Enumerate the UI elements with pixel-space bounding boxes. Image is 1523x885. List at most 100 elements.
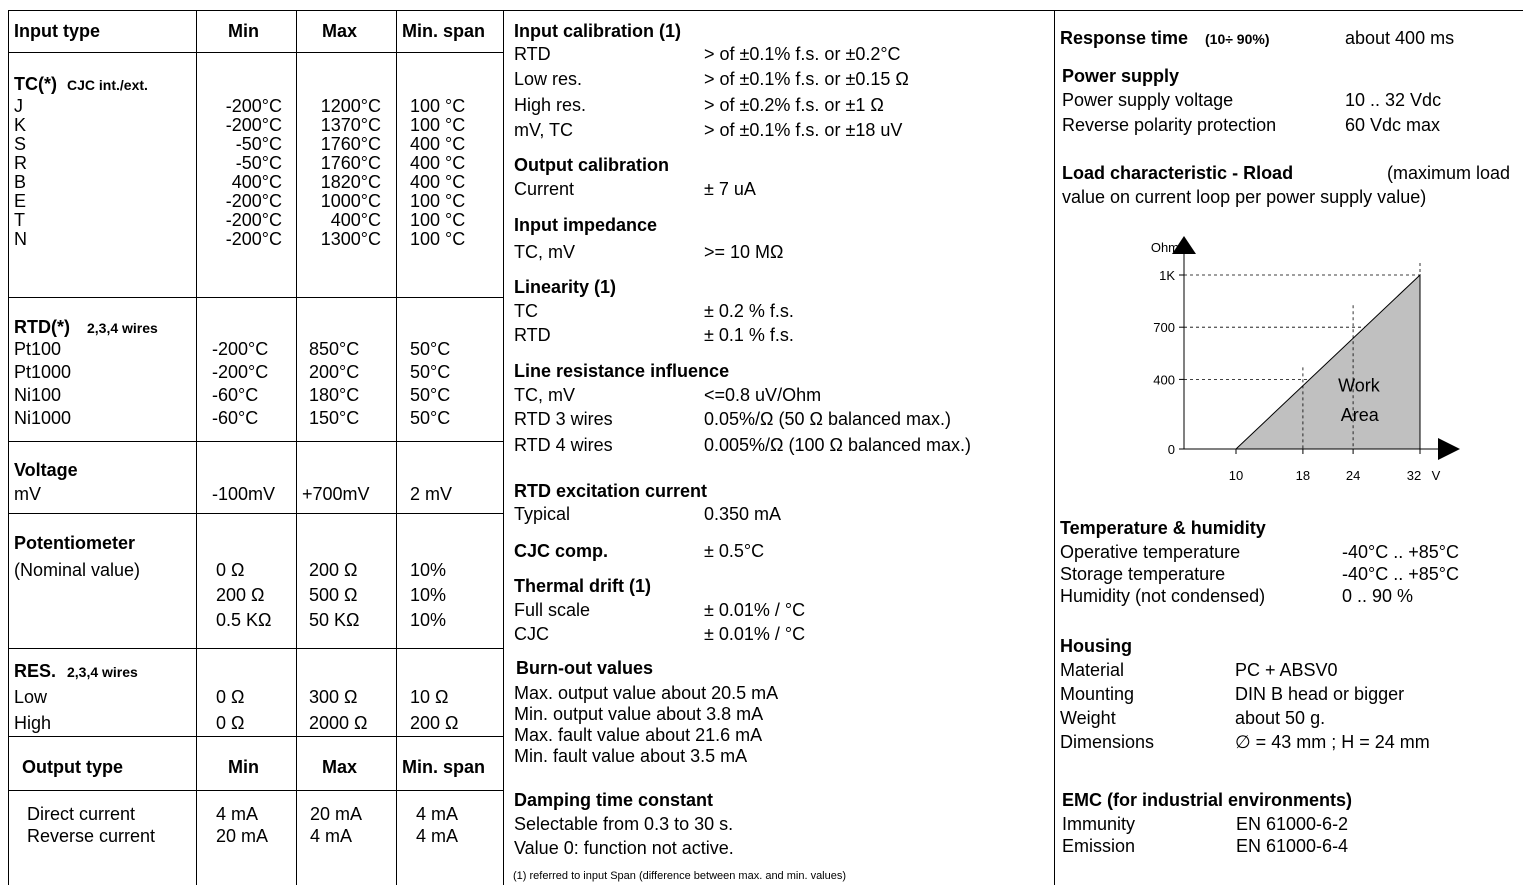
cjc-label: CJC comp.: [514, 541, 609, 561]
tc-note: CJC int./ext.: [67, 77, 148, 93]
spec-label: TC, mV: [514, 385, 575, 405]
burnout-line: Min. output value about 3.8 mA: [514, 704, 764, 724]
row-divider: [8, 513, 504, 514]
pot-title: Potentiometer: [14, 533, 136, 553]
tc-max: 1820°C: [320, 172, 381, 192]
x-axis-label: V: [1432, 468, 1441, 483]
housing-label: Weight: [1060, 708, 1116, 728]
rtd-note: 2,3,4 wires: [87, 320, 158, 336]
rtd-span: 50°C: [410, 339, 451, 359]
rtd-max: 200°C: [309, 362, 360, 382]
spec-label: RTD: [514, 44, 551, 64]
tc-type: R: [14, 153, 27, 173]
top-border: [8, 10, 1523, 11]
rtd-type: Pt1000: [14, 362, 72, 382]
tc-min: 400°C: [231, 172, 282, 192]
res-type: High: [14, 713, 52, 733]
rtd-min: -200°C: [212, 362, 269, 382]
tc-min: -50°C: [235, 153, 282, 173]
voltage-type: mV: [14, 484, 41, 504]
cjc-value: ± 0.5°C: [704, 541, 765, 561]
spec-value: ± 0.01% / °C: [704, 600, 806, 620]
rtd-span: 50°C: [410, 362, 451, 382]
rtd-type: Pt100: [14, 339, 62, 359]
housing-title: Housing: [1060, 636, 1132, 656]
housing-label: Material: [1060, 660, 1125, 680]
housing-value: PC + ABSV0: [1235, 660, 1338, 680]
pot-span: 10%: [410, 585, 447, 605]
temp-label: Storage temperature: [1060, 564, 1226, 584]
response-note: (10÷ 90%): [1205, 31, 1270, 47]
footnote: (1) referred to input Span (difference b…: [513, 870, 847, 882]
work-area: [1234, 273, 1421, 450]
spec-value: ± 0.01% / °C: [704, 624, 806, 644]
load-title: Load characteristic - Rload: [1062, 163, 1294, 183]
rtd-type: Ni100: [14, 385, 62, 405]
spec-value: > of ±0.1% f.s. or ±0.2°C: [704, 44, 901, 64]
spec-value: >= 10 MΩ: [704, 242, 784, 262]
table-divider: [296, 10, 297, 885]
tc-min: -200°C: [225, 115, 282, 135]
x-tick-label: 18: [1296, 468, 1310, 483]
tc-type: K: [14, 115, 27, 135]
spec-label: CJC: [514, 624, 549, 644]
spec-label: TC, mV: [514, 242, 575, 262]
emc-label: Emission: [1062, 836, 1136, 856]
tc-type: B: [14, 172, 27, 192]
rtd-type: Ni1000: [14, 408, 72, 428]
section-title: Burn-out values: [516, 658, 654, 678]
housing-value: DIN B head or bigger: [1235, 684, 1405, 704]
row-divider: [8, 297, 504, 298]
pot-min: 0 Ω: [216, 560, 245, 580]
res-min: 0 Ω: [216, 687, 245, 707]
spec-label: TC: [514, 301, 538, 321]
tc-title: TC(*): [14, 74, 57, 94]
emc-title: EMC (for industrial environments): [1062, 790, 1353, 810]
table-divider: [396, 10, 397, 885]
res-max: 300 Ω: [309, 687, 358, 707]
tc-max: 400°C: [330, 210, 381, 230]
rtd-max: 150°C: [309, 408, 360, 428]
damping-line: Selectable from 0.3 to 30 s.: [514, 814, 734, 834]
tc-type: T: [14, 210, 25, 230]
tc-span: 100 °C: [410, 115, 466, 135]
power-label: Reverse polarity protection: [1062, 115, 1277, 135]
column-divider: [1054, 10, 1055, 885]
row-divider: [8, 790, 504, 791]
header-min: Min: [228, 21, 259, 41]
res-type: Low: [14, 687, 48, 707]
tc-max: 1760°C: [320, 153, 381, 173]
res-note: 2,3,4 wires: [67, 664, 138, 680]
section-title: Input impedance: [514, 215, 658, 235]
output-header-max: Max: [322, 757, 358, 777]
tc-type: J: [14, 96, 23, 116]
tc-max: 1200°C: [320, 96, 381, 116]
housing-label: Mounting: [1060, 684, 1135, 704]
pot-label: (Nominal value): [14, 560, 141, 580]
tc-type: E: [14, 191, 27, 211]
output-header-type: Output type: [22, 757, 123, 777]
housing-value: about 50 g.: [1235, 708, 1326, 728]
response-title: Response time: [1060, 28, 1189, 48]
res-min: 0 Ω: [216, 713, 245, 733]
res-max: 2000 Ω: [309, 713, 368, 733]
tc-type: S: [14, 134, 27, 154]
damping-line: Value 0: function not active.: [514, 838, 734, 858]
temp-label: Operative temperature: [1060, 542, 1241, 562]
tc-min: -200°C: [225, 229, 282, 249]
table-left-border: [8, 10, 9, 885]
spec-value: ± 0.1 % f.s.: [704, 325, 794, 345]
x-tick-label: 24: [1346, 468, 1360, 483]
y-axis-arrow: [1172, 236, 1196, 254]
spec-label: High res.: [514, 95, 587, 115]
pot-span: 10%: [410, 560, 447, 580]
spec-value: 0.05%/Ω (50 Ω balanced max.): [704, 409, 952, 429]
tc-span: 100 °C: [410, 229, 466, 249]
output-min: 20 mA: [216, 826, 269, 846]
rtd-max: 180°C: [309, 385, 360, 405]
res-span: 10 Ω: [410, 687, 449, 707]
spec-value: <=0.8 uV/Ohm: [704, 385, 822, 405]
output-span: 4 mA: [416, 826, 459, 846]
x-axis-arrow: [1438, 438, 1460, 460]
housing-label: Dimensions: [1060, 732, 1155, 752]
